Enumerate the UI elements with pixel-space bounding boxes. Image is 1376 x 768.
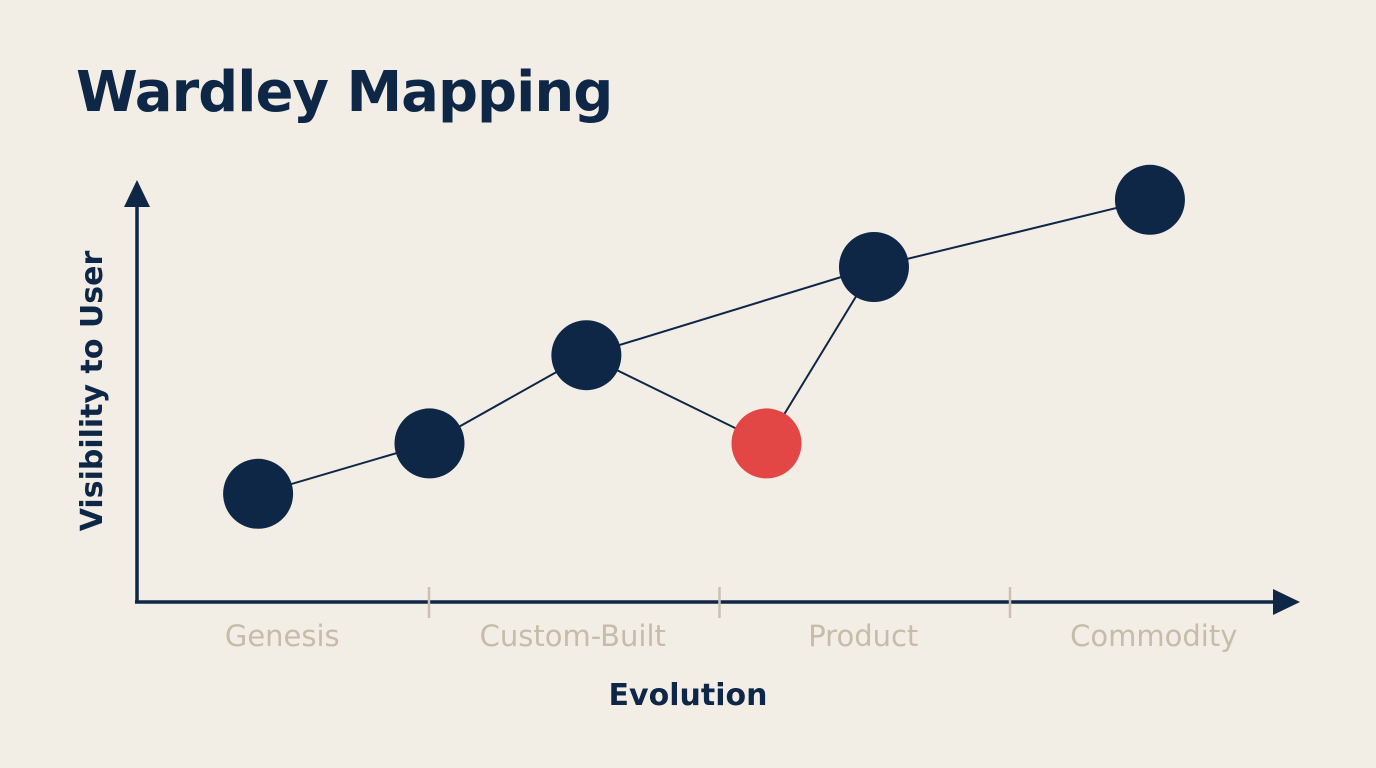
- component-node: [394, 408, 465, 479]
- component-node: [838, 232, 909, 302]
- stage-labels: Genesis Custom-Built Product Commodity: [225, 619, 1238, 653]
- y-axis-label: Visibility to User: [75, 251, 110, 532]
- stage-label-commodity: Commodity: [1070, 619, 1237, 653]
- y-axis-arrowhead: [124, 180, 150, 207]
- axes: [124, 180, 1300, 615]
- stage-dividers: [427, 587, 1012, 618]
- stage-label-genesis: Genesis: [225, 619, 340, 653]
- x-axis-arrowhead: [1273, 589, 1300, 615]
- component-node: [223, 458, 294, 529]
- component-node-highlighted: [731, 408, 802, 479]
- x-axis-label: Evolution: [609, 678, 768, 713]
- component-link: [873, 198, 1151, 268]
- component-link: [586, 266, 875, 357]
- page-title: Wardley Mapping: [76, 60, 613, 125]
- stage-label-custom-built: Custom-Built: [480, 619, 666, 653]
- component-links: [257, 198, 1151, 495]
- components: [223, 164, 1185, 529]
- stage-label-product: Product: [808, 619, 918, 653]
- component-node: [551, 320, 622, 391]
- component-node: [1114, 164, 1185, 235]
